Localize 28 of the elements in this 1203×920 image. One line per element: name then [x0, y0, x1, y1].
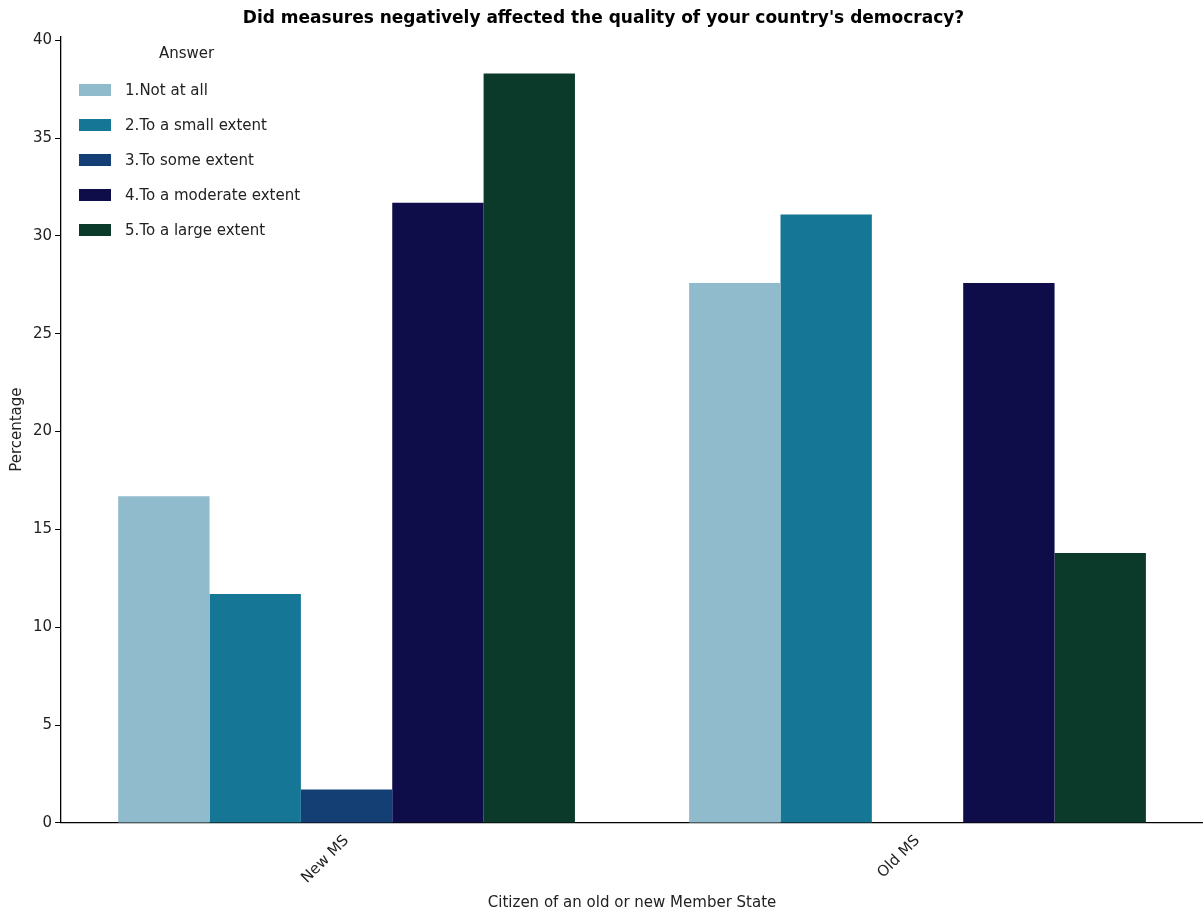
y-tick-label: 35 [32, 128, 53, 147]
y-tick-label: 25 [32, 323, 53, 342]
bar [209, 593, 301, 823]
y-tick-label: 20 [32, 421, 53, 440]
x-tick-label: Old MS [873, 831, 924, 882]
legend-label: 1.Not at all [125, 80, 208, 99]
bar [1054, 552, 1146, 823]
y-tick-label: 5 [42, 714, 53, 733]
legend-label: 3.To some extent [125, 150, 254, 169]
bar [780, 214, 872, 823]
y-tick-label: 10 [32, 617, 53, 636]
y-axis-title: Percentage [6, 387, 25, 472]
legend-label: 5.To a large extent [125, 220, 266, 239]
bar [300, 789, 393, 823]
legend-label: 4.To a moderate extent [125, 185, 301, 204]
bar [963, 282, 1055, 823]
y-tick-label: 0 [42, 812, 53, 831]
bar [483, 73, 575, 823]
y-tick-label: 15 [32, 519, 53, 538]
bar [689, 282, 781, 823]
legend-label: 2.To a small extent [125, 115, 267, 134]
y-tick-label: 30 [32, 225, 53, 244]
legend-title: Answer [157, 44, 216, 63]
bar [392, 202, 484, 823]
bar [118, 496, 210, 823]
y-tick-label: 40 [32, 30, 53, 49]
chart-title: Did measures negatively affected the quality of your country's democracy? [242, 6, 965, 27]
x-axis-title: Citizen of an old or new Member State [487, 892, 777, 911]
